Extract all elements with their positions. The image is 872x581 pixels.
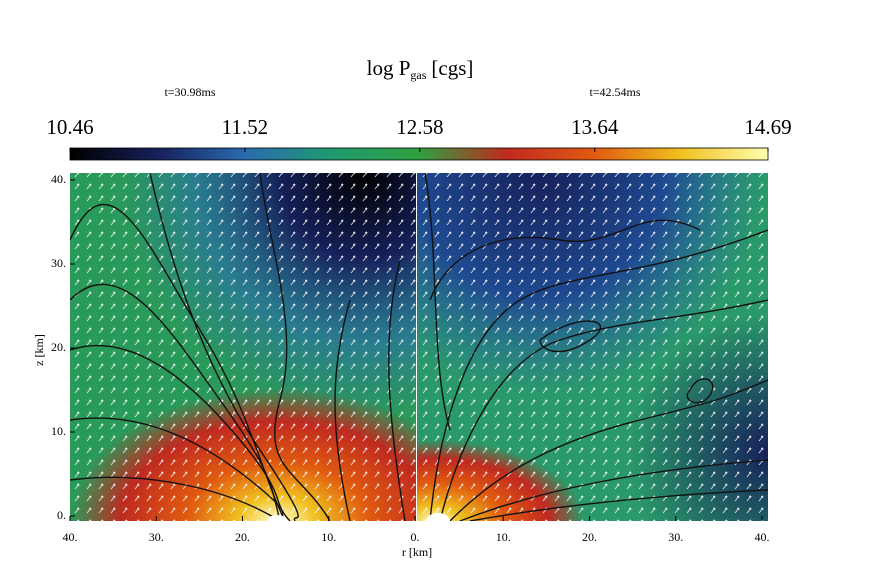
chart-title: log Pgas [cgs] <box>367 56 474 82</box>
field-left <box>70 173 416 521</box>
y-tick-label: 40. <box>51 172 66 186</box>
y-tick-label: 20. <box>51 340 66 354</box>
x-tick-label: 40. <box>63 530 78 544</box>
x-tick-label: 10. <box>321 530 336 544</box>
title-units: [cgs] <box>431 56 473 80</box>
y-tick-label: 30. <box>51 256 66 270</box>
colorbar-tick-label: 11.52 <box>222 115 268 139</box>
y-tick-label: 10. <box>51 424 66 438</box>
x-tick-label: 40. <box>755 530 770 544</box>
title-main: log P <box>367 56 411 80</box>
panel-time: t=42.54ms <box>589 85 640 99</box>
panel-time: t=30.98ms <box>164 85 215 99</box>
y-axis-label: z [km] <box>32 334 46 366</box>
x-tick-label: 0. <box>411 530 420 544</box>
x-axis-label: r [km] <box>402 545 432 559</box>
x-tick-label: 20. <box>582 530 597 544</box>
x-tick-label: 10. <box>496 530 511 544</box>
x-tick-label: 20. <box>235 530 250 544</box>
field-right <box>417 173 768 521</box>
colorbar-tick-label: 13.64 <box>571 115 619 139</box>
colorbar <box>69 147 769 161</box>
y-tick-label: 0. <box>57 508 66 522</box>
colorbar-tick-label: 14.69 <box>744 115 791 139</box>
x-tick-label: 30. <box>668 530 683 544</box>
colorbar-tick-label: 12.58 <box>396 115 443 139</box>
title-subscript: gas <box>410 68 426 82</box>
colorbar-tick-label: 10.46 <box>46 115 93 139</box>
x-tick-label: 30. <box>149 530 164 544</box>
